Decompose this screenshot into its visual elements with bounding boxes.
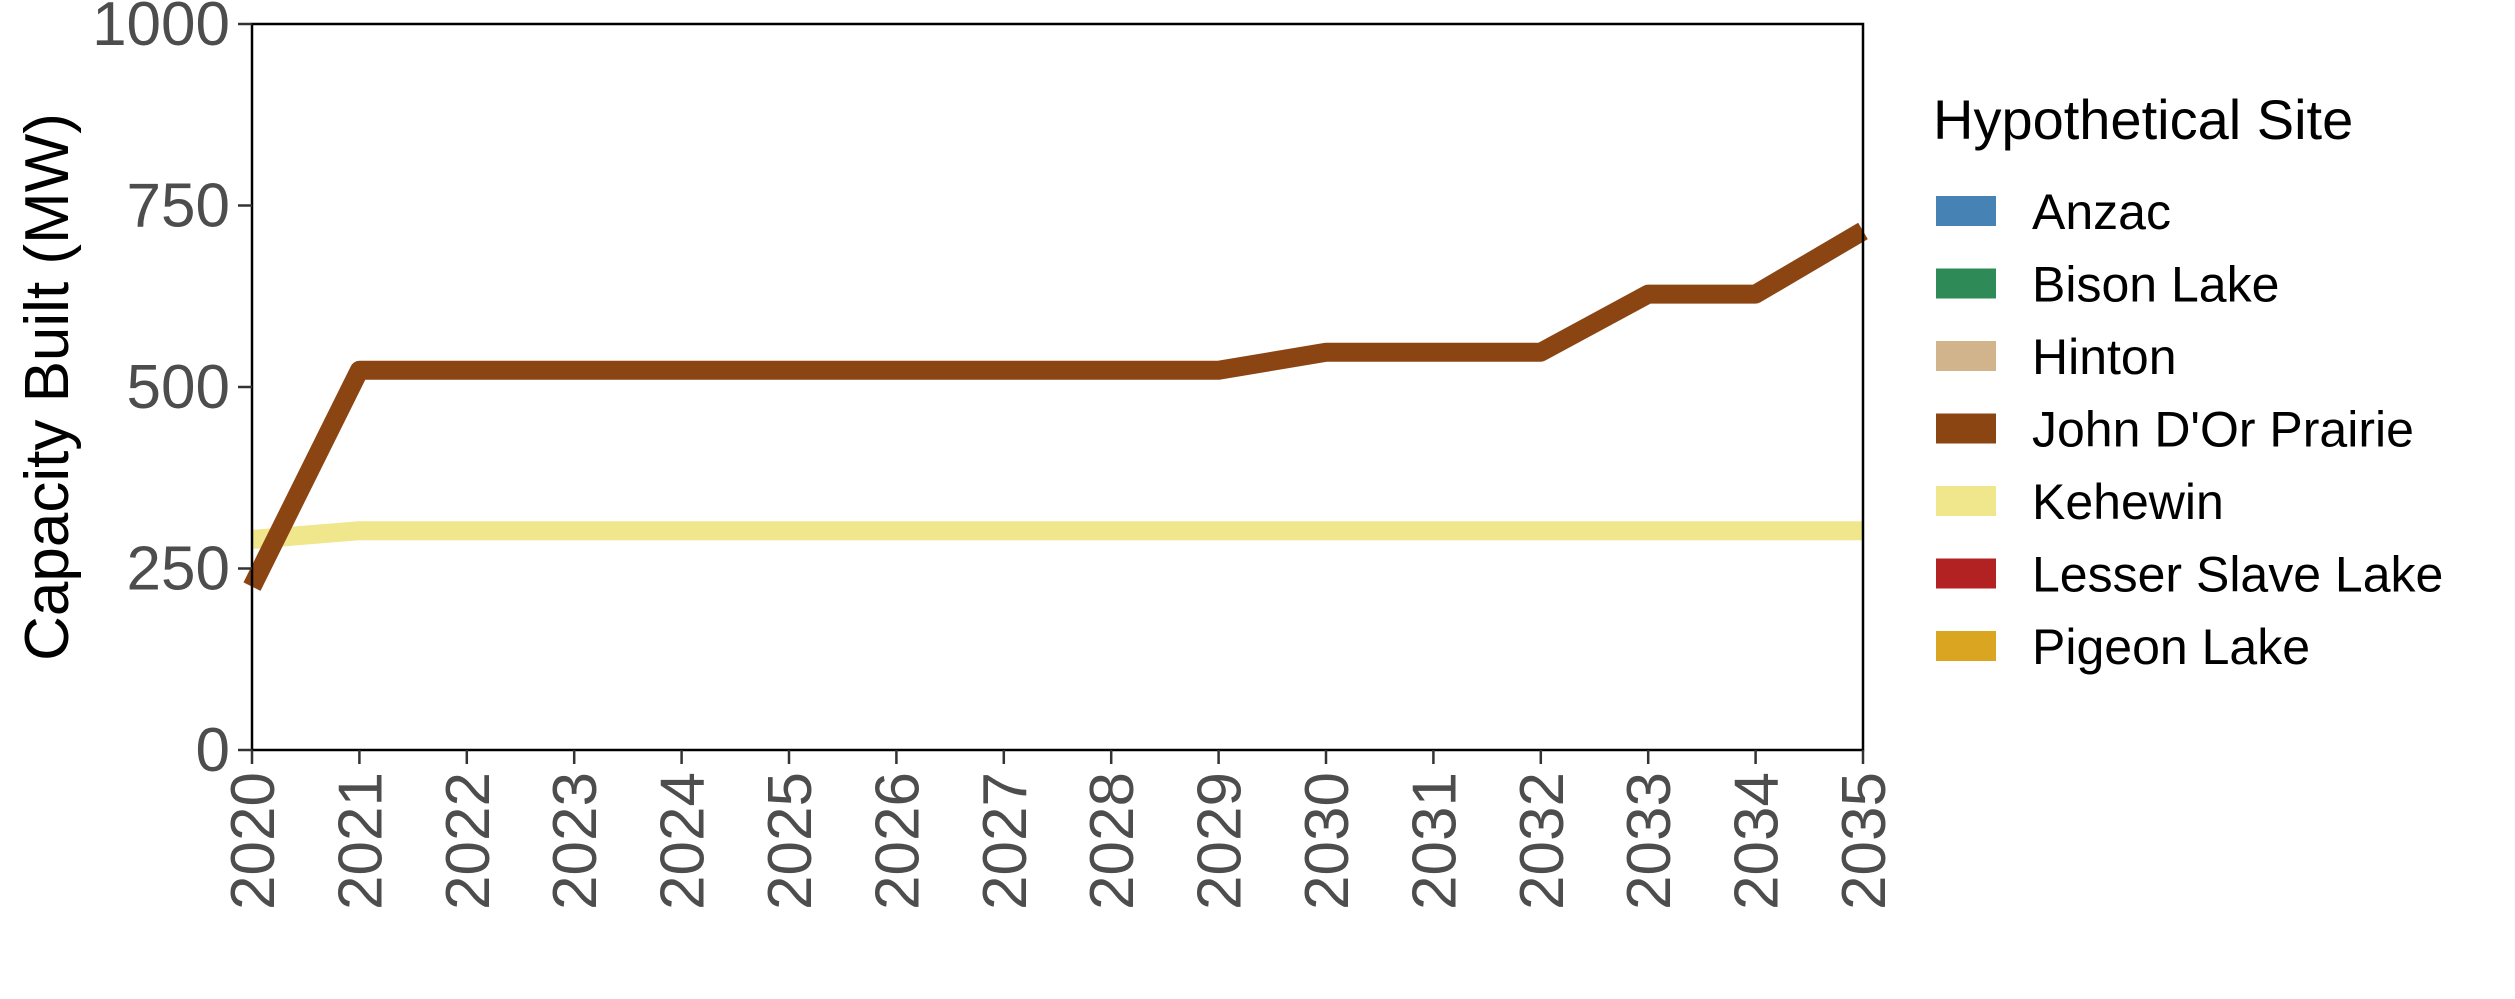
legend-label: Lesser Slave Lake [2032,547,2443,603]
legend-label: Kehewin [2032,474,2224,530]
legend-swatch [1936,631,1996,661]
x-tick-label: 2022 [434,772,503,910]
y-tick-label: 750 [127,172,230,241]
y-tick-label: 1000 [92,0,230,59]
legend-title: Hypothetical Site [1933,88,2353,151]
y-axis: 0 250 500 750 1000 [92,0,252,785]
legend-label: John D'Or Prairie [2032,402,2414,458]
x-tick-label: 2021 [326,772,395,910]
legend-swatch [1936,558,1996,589]
x-tick-label: 2035 [1830,772,1899,910]
legend-swatch [1936,486,1996,516]
legend-swatch [1936,268,1996,299]
x-tick-label: 2026 [863,772,932,910]
x-tick-label: 2028 [1078,772,1147,910]
series-line-john-d-or-prairie [243,222,1868,591]
series-line-kehewin [251,521,1863,549]
x-tick-label: 2033 [1615,772,1684,910]
plot-frame [250,22,1865,752]
legend-label: Bison Lake [2032,257,2279,313]
x-tick-label: 2024 [649,772,718,910]
legend-label: Hinton [2032,329,2177,385]
y-tick-label: 500 [127,353,230,422]
plot-lines [243,222,1868,591]
legend-label: Anzac [2032,184,2171,240]
legend: Hypothetical Site Anzac Bison Lake Hinton J… [1933,88,2443,675]
x-tick-label: 2031 [1400,772,1469,910]
x-tick-label: 2025 [756,772,825,910]
y-tick-label: 250 [127,535,230,604]
legend-swatch [1936,341,1996,371]
x-tick-label: 2030 [1293,772,1362,910]
x-tick-label: 2034 [1723,772,1792,910]
y-tick-label: 0 [196,716,230,785]
x-tick-label: 2023 [541,772,610,910]
x-tick-label: 2027 [971,772,1040,910]
legend-swatch [1936,196,1996,226]
legend-label: Pigeon Lake [2032,619,2310,675]
x-tick-label: 2020 [219,772,288,910]
x-axis: 2020 2021 2022 2023 2024 2025 2026 2027 2028 2029… [219,750,1899,910]
y-axis-title: Capacity Built (MW) [13,113,82,661]
legend-swatch [1936,413,1996,444]
x-tick-label: 2032 [1508,772,1577,910]
x-tick-label: 2029 [1186,772,1255,910]
